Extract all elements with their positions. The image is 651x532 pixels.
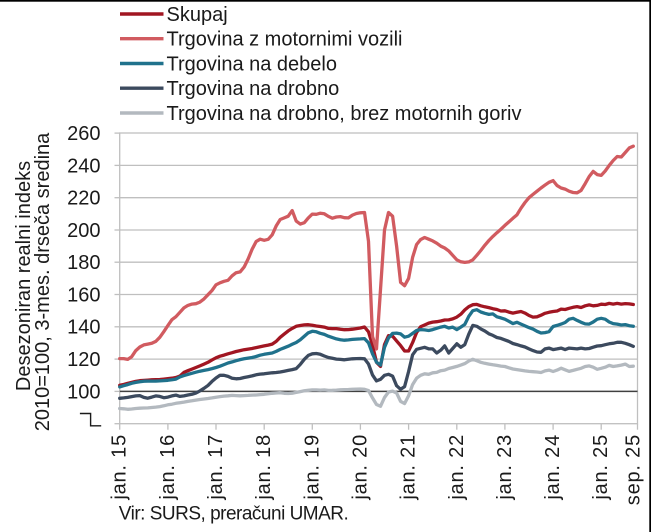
svg-text:jan. 22: jan. 22: [446, 434, 468, 501]
svg-text:140: 140: [67, 317, 100, 339]
svg-text:jan. 25: jan. 25: [590, 434, 612, 501]
svg-text:100: 100: [67, 381, 100, 403]
svg-text:jan. 19: jan. 19: [301, 434, 323, 501]
svg-text:2010=100, 3-mes. drseča sredin: 2010=100, 3-mes. drseča sredina: [32, 132, 54, 431]
svg-text:Vir: SURS, preračuni UMAR.: Vir: SURS, preračuni UMAR.: [119, 504, 348, 525]
svg-text:jan. 24: jan. 24: [542, 434, 564, 501]
svg-text:jan. 23: jan. 23: [494, 434, 516, 501]
svg-text:Trgovina na drobno: Trgovina na drobno: [167, 78, 340, 100]
svg-text:Desezoniran realni indeks: Desezoniran realni indeks: [13, 161, 35, 391]
svg-text:220: 220: [67, 188, 100, 210]
svg-text:200: 200: [67, 220, 100, 242]
svg-text:jan. 17: jan. 17: [205, 434, 227, 501]
svg-text:sep. 25: sep. 25: [622, 434, 644, 505]
svg-text:jan. 18: jan. 18: [253, 434, 275, 501]
svg-text:Trgovina na drobno, brez motor: Trgovina na drobno, brez motornih goriv: [167, 103, 522, 125]
svg-text:260: 260: [67, 123, 100, 145]
svg-text:160: 160: [67, 284, 100, 306]
svg-text:jan. 20: jan. 20: [349, 434, 371, 501]
svg-text:Skupaj: Skupaj: [167, 4, 228, 26]
svg-text:240: 240: [67, 155, 100, 177]
svg-text:jan. 16: jan. 16: [157, 434, 179, 501]
svg-text:180: 180: [67, 252, 100, 274]
svg-text:Trgovina z motornimi vozili: Trgovina z motornimi vozili: [167, 29, 403, 51]
svg-text:120: 120: [67, 349, 100, 371]
svg-text:jan. 15: jan. 15: [109, 434, 131, 501]
svg-text:Trgovina na debelo: Trgovina na debelo: [167, 53, 338, 75]
svg-text:jan. 21: jan. 21: [398, 434, 420, 501]
